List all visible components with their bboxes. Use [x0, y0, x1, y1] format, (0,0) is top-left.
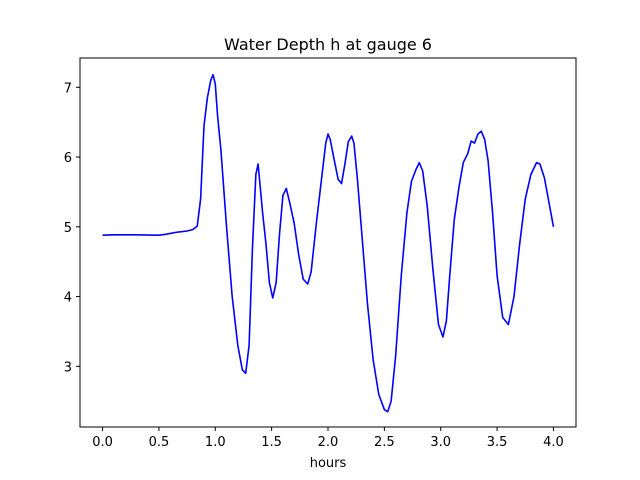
x-tick-label: 2.5 [374, 435, 395, 450]
x-tick-label: 0.0 [92, 435, 113, 450]
y-tick-label: 4 [64, 291, 72, 306]
x-axis-label: hours [310, 456, 347, 471]
x-tick-label: 1.0 [205, 435, 226, 450]
y-tick-label: 5 [64, 221, 72, 236]
y-axis: 3 4 5 6 7 [64, 81, 80, 375]
x-axis: 0.0 0.5 1.0 1.5 2.0 2.5 3.0 3.5 4.0 [92, 427, 564, 450]
x-tick-label: 2.0 [318, 435, 339, 450]
y-tick-label: 6 [64, 151, 72, 166]
series-line-0 [102, 73, 555, 413]
chart-title: Water Depth h at gauge 6 [224, 35, 432, 54]
x-tick-label: 3.0 [430, 435, 451, 450]
y-tick-label: 7 [64, 81, 72, 96]
x-tick-label: 1.5 [261, 435, 282, 450]
x-tick-label: 3.5 [487, 435, 508, 450]
x-tick-label: 4.0 [543, 435, 564, 450]
axes-frame [79, 57, 577, 428]
y-tick-label: 3 [64, 360, 72, 375]
plot-area [102, 73, 555, 413]
x-tick-label: 0.5 [149, 435, 170, 450]
